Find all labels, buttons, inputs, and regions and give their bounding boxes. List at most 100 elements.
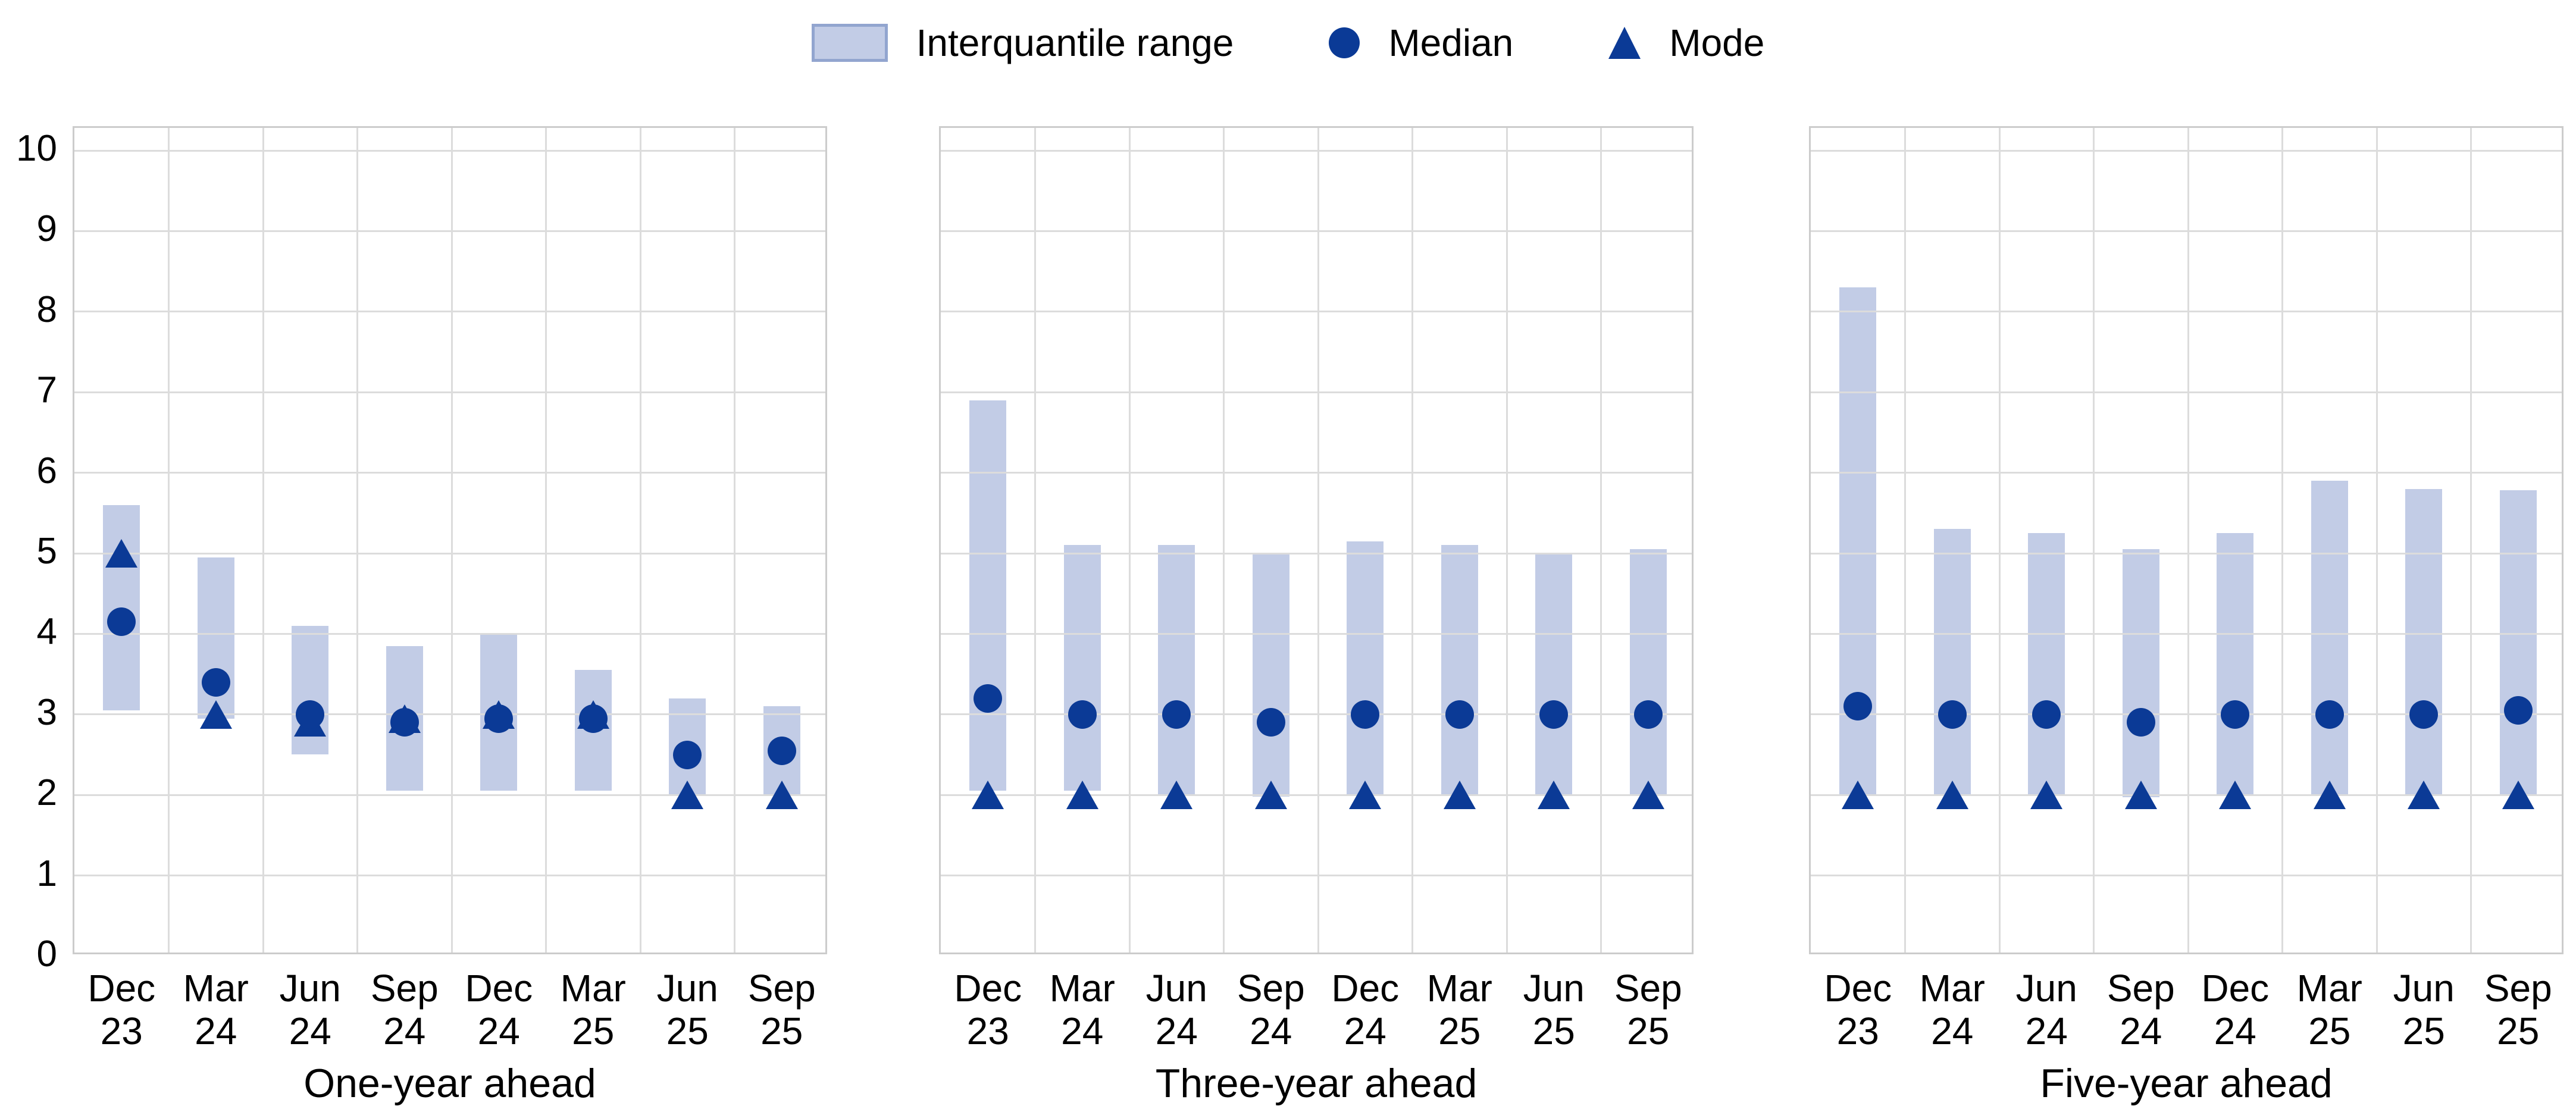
mode-marker [199,700,232,729]
x-tick-label: Jun 25 [2393,967,2455,1052]
y-tick-label: 4 [36,611,57,653]
vertical-gridline [2375,128,2378,953]
vertical-gridline [1128,128,1131,953]
mode-marker [2030,781,2063,810]
median-marker [2503,696,2533,725]
mode-marker [2124,781,2157,810]
legend-label: Interquantile range [916,21,1234,64]
median-marker [2126,708,2155,737]
interquantile-range-bar [2028,533,2065,795]
x-tick-label: Sep 24 [2107,967,2175,1052]
mode-marker [1632,781,1664,810]
interquantile-range-bar [1158,545,1195,795]
y-tick-label: 7 [36,369,57,411]
mode-marker [1538,781,1570,810]
median-marker [1068,700,1097,729]
panel-title: Five-year ahead [2040,1061,2333,1106]
y-tick-label: 5 [36,531,57,572]
horizontal-gridline [74,230,825,232]
median-marker [2409,700,2439,729]
interquantile-range-bar [2499,490,2537,795]
mode-marker [1160,781,1193,810]
horizontal-gridline [1811,149,2562,152]
x-tick-label: Jun 25 [1523,967,1585,1052]
x-tick-label: Dec 24 [2201,967,2270,1052]
mode-marker [1936,781,1968,810]
horizontal-gridline [1811,230,2562,232]
y-tick-label: 6 [36,450,57,491]
mode-marker [671,781,704,810]
interquantile-range-bar [1441,545,1478,795]
interquantile-range-bar [1063,545,1101,791]
horizontal-gridline [74,794,825,796]
x-tick-label: Mar 25 [1426,967,1492,1052]
median-marker [1539,700,1569,729]
horizontal-gridline [1811,391,2562,393]
mode-marker [1842,781,1874,810]
x-tick-label: Dec 24 [465,967,533,1052]
mode-triangle-icon [1608,27,1641,59]
vertical-gridline [1223,128,1225,953]
median-marker [673,740,702,769]
vertical-gridline [1505,128,1508,953]
vertical-gridline [1034,128,1036,953]
median-marker [2032,700,2061,729]
vertical-gridline [2093,128,2095,953]
interquantile-range-bar [969,400,1007,791]
mode-marker [765,781,798,810]
horizontal-gridline [941,632,1692,635]
y-tick-label: 9 [36,208,57,250]
chart-panel: Dec 23 Mar 24 Jun 24 Sep 24 Dec 24 Mar 25 Jun … [939,126,1694,1105]
legend-item-mode: Mode [1608,24,1764,62]
horizontal-gridline [74,311,825,313]
x-tick-label: Mar 25 [560,967,626,1052]
vertical-gridline [1904,128,1906,953]
horizontal-gridline [1811,713,2562,716]
x-tick-label: Sep 24 [1237,967,1305,1052]
y-tick-label: 2 [36,772,57,814]
horizontal-gridline [74,713,825,716]
median-marker [1162,700,1191,729]
interquantile-range-bar [2311,481,2348,795]
horizontal-gridline [941,230,1692,232]
x-tick-label: Sep 25 [2484,967,2552,1052]
legend-label: Mode [1669,21,1765,64]
median-circle-icon [1329,27,1360,58]
median-marker [1351,700,1380,729]
range-swatch-icon [811,24,888,62]
mode-marker [105,539,138,568]
interquantile-range-bar [2122,549,2159,798]
mode-marker [1066,781,1098,810]
interquantile-range-bar [1347,541,1384,795]
interquantile-range-bar [1535,553,1573,795]
horizontal-gridline [1811,794,2562,796]
mode-marker [2408,781,2440,810]
x-tick-label: Sep 25 [747,967,816,1052]
y-tick-label: 0 [36,933,57,975]
horizontal-gridline [941,311,1692,313]
x-tick-label: Dec 24 [1331,967,1400,1052]
chart-panel: Dec 23 Mar 24 Jun 24 Sep 24 Dec 24 Mar 25 Jun … [73,126,827,1105]
mode-marker [1443,781,1476,810]
vertical-gridline [2470,128,2472,953]
median-marker [484,704,514,733]
y-tick-label: 3 [36,691,57,733]
mode-marker [1254,781,1287,810]
vertical-gridline [1411,128,1413,953]
horizontal-gridline [1811,632,2562,635]
x-tick-label: Mar 24 [1049,967,1115,1052]
horizontal-gridline [1811,875,2562,877]
x-tick-label: Jun 24 [279,967,341,1052]
median-marker [1633,700,1663,729]
y-tick-label: 1 [36,853,57,894]
interquantile-range-bar [2217,533,2254,795]
vertical-gridline [1317,128,1319,953]
median-marker [767,736,796,765]
mode-marker [2219,781,2252,810]
vertical-gridline [1600,128,1602,953]
median-marker [974,684,1003,713]
y-tick-label: 8 [36,289,57,330]
median-marker [1256,708,1285,737]
panel-title: One-year ahead [303,1061,596,1106]
